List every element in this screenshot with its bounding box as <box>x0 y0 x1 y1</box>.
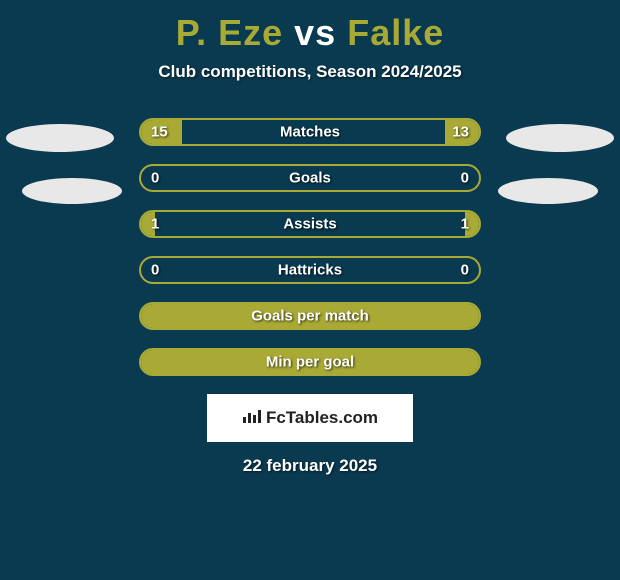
date-label: 22 february 2025 <box>0 456 620 476</box>
stat-row: Min per goal <box>139 348 481 376</box>
stat-label: Assists <box>141 216 479 233</box>
avatar-placeholder-left-bottom <box>22 178 122 204</box>
stat-row: Goals per match <box>139 302 481 330</box>
stat-label: Goals per match <box>141 308 479 325</box>
vs-text: vs <box>294 12 336 53</box>
brand-text: FcTables.com <box>266 408 378 428</box>
subtitle: Club competitions, Season 2024/2025 <box>0 62 620 82</box>
avatar-placeholder-right-top <box>506 124 614 152</box>
brand-label: FcTables.com <box>242 408 378 429</box>
avatar-placeholder-left-top <box>6 124 114 152</box>
stat-label: Goals <box>141 170 479 187</box>
stat-row: 11Assists <box>139 210 481 238</box>
stat-row: 1513Matches <box>139 118 481 146</box>
page-title: P. Eze vs Falke <box>0 0 620 54</box>
stat-label: Min per goal <box>141 354 479 371</box>
brand-box[interactable]: FcTables.com <box>207 394 413 442</box>
stat-row: 00Hattricks <box>139 256 481 284</box>
stat-row: 00Goals <box>139 164 481 192</box>
stat-label: Hattricks <box>141 262 479 279</box>
chart-icon <box>242 408 262 429</box>
stat-label: Matches <box>141 124 479 141</box>
player2-name: Falke <box>347 12 444 53</box>
player1-name: P. Eze <box>176 12 283 53</box>
avatar-placeholder-right-bottom <box>498 178 598 204</box>
stats-container: 1513Matches 00Goals 11Assists 00Hattricks Go… <box>139 118 481 376</box>
